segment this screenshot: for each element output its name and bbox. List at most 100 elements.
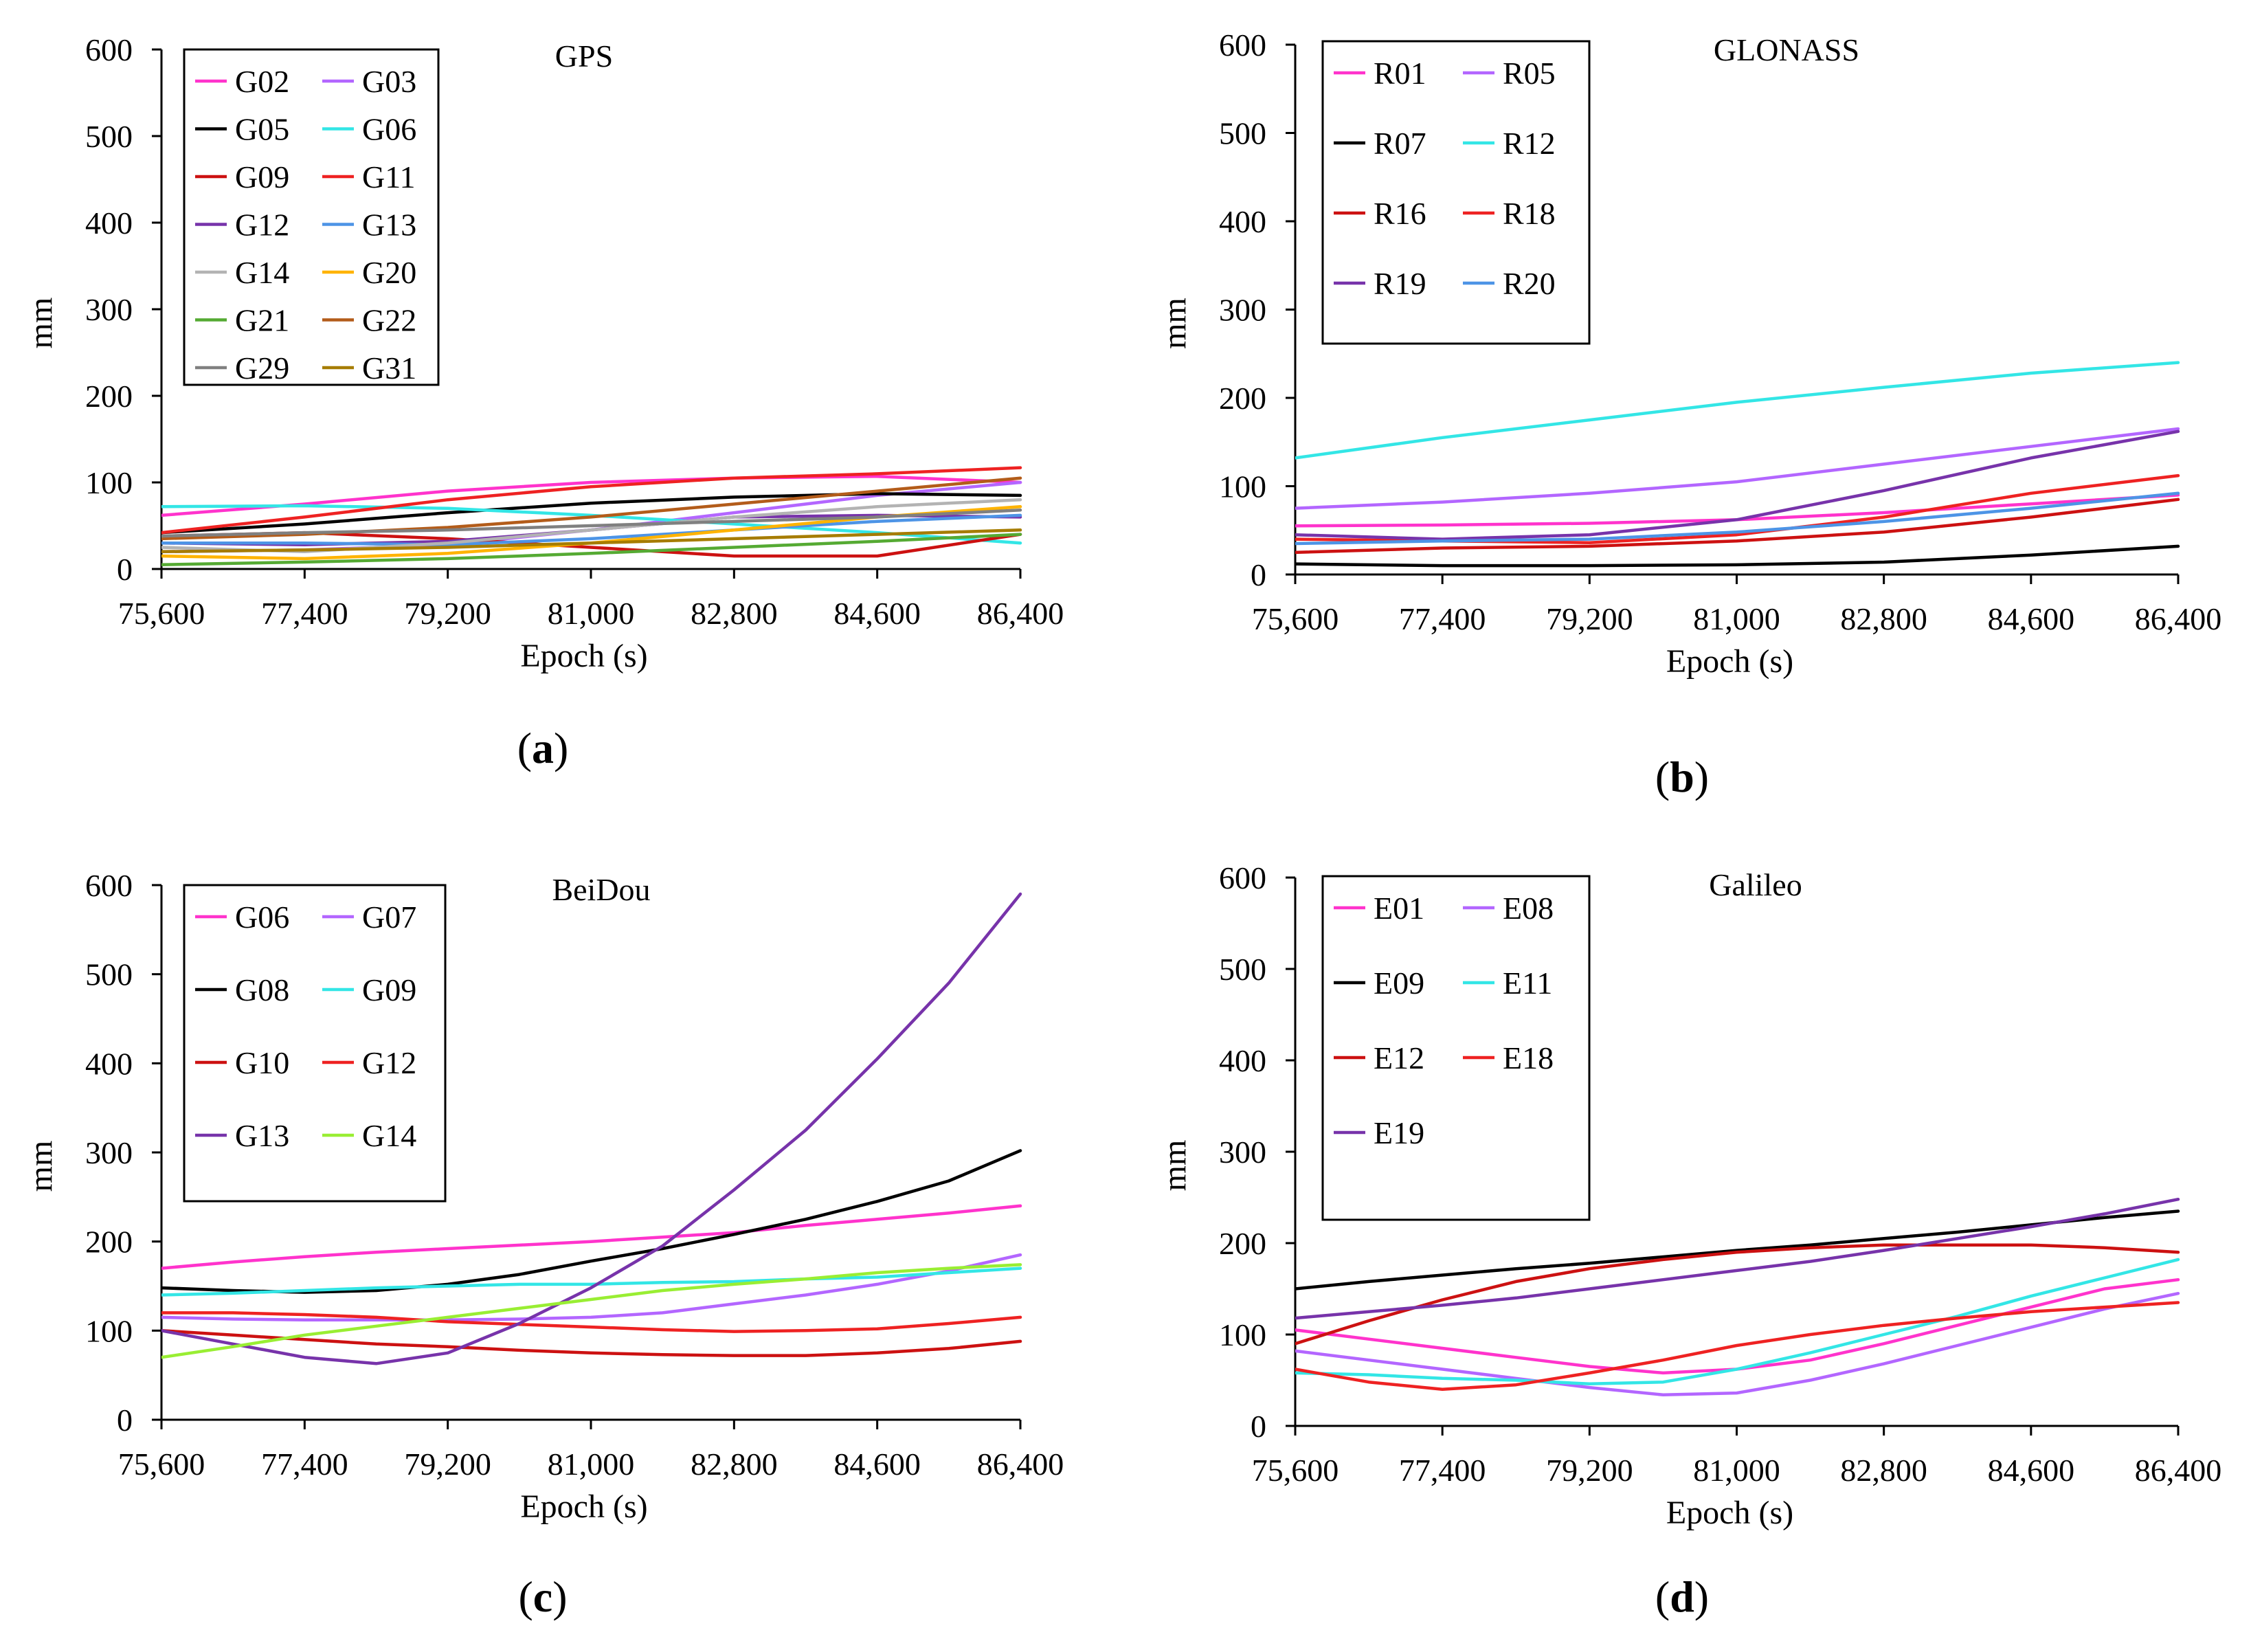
- series-line-g10: [161, 1329, 1022, 1357]
- y-tick-label: 200: [85, 1225, 133, 1260]
- y-tick-label: 200: [85, 379, 133, 414]
- y-tick-label: 500: [1219, 952, 1266, 987]
- legend-entry: G31: [362, 350, 416, 386]
- x-tick-label: 77,400: [261, 1447, 348, 1482]
- x-tick-label: 79,200: [404, 1447, 491, 1482]
- legend-entry: E11: [1503, 965, 1552, 1001]
- series-line-g13: [161, 892, 1022, 1365]
- y-tick-label: 600: [85, 868, 133, 903]
- series-line-g07: [161, 1253, 1022, 1322]
- chart-panel-a: 0 100 200 300 400 500 600 75,600 77,400 79,200 81,…: [23, 32, 1064, 772]
- caption-close-paren: ): [554, 724, 568, 772]
- x-tick-label: 77,400: [1399, 601, 1486, 636]
- caption-close-paren: ): [1694, 752, 1709, 801]
- caption-open-paren: (: [1655, 1572, 1670, 1621]
- legend-entry: E18: [1503, 1040, 1554, 1075]
- series-line-g14: [161, 1263, 1022, 1359]
- y-tick-label: 100: [1219, 1317, 1266, 1352]
- y-axis-label: mm: [23, 1141, 59, 1192]
- panel-caption: (b): [1655, 752, 1709, 801]
- series-line-r16: [1295, 498, 2180, 555]
- y-tick-label: 600: [1219, 27, 1266, 63]
- y-tick-label: 100: [1219, 469, 1266, 504]
- y-tick-label: 400: [1219, 204, 1266, 239]
- x-axis-label: Epoch (s): [1666, 643, 1793, 680]
- caption-open-paren: (: [1655, 752, 1670, 801]
- panel-caption: (d): [1655, 1572, 1709, 1621]
- x-tick-label: 82,800: [1840, 601, 1927, 636]
- legend-entry: E01: [1374, 891, 1424, 926]
- legend-entry: R01: [1374, 56, 1426, 91]
- series-line-e11: [1295, 1258, 2180, 1386]
- x-tick-label: 81,000: [548, 1447, 635, 1482]
- x-axis-label: Epoch (s): [520, 1488, 647, 1525]
- x-tick-label: 82,800: [691, 596, 778, 631]
- series-line-r19: [1295, 429, 2180, 541]
- legend-entry: G09: [235, 159, 289, 194]
- legend-box: [1321, 40, 1591, 345]
- series-line-g02: [161, 474, 1022, 517]
- series-line-g22: [161, 476, 1022, 541]
- series-line-e18: [1295, 1301, 2180, 1392]
- legend-entry: G06: [362, 112, 416, 147]
- caption-letter: d: [1670, 1572, 1694, 1621]
- series-line-g08: [161, 1149, 1022, 1294]
- x-tick-label: 81,000: [1693, 601, 1780, 636]
- legend-entry: G13: [235, 1118, 289, 1153]
- series-line-e12: [1295, 1243, 2180, 1346]
- series-line-e19: [1295, 1197, 2180, 1320]
- legend-box: [1321, 875, 1591, 1221]
- series-line-g13: [161, 513, 1022, 546]
- series-line-g12: [161, 1311, 1022, 1333]
- legend-entry: G12: [235, 208, 289, 243]
- x-tick-label: 81,000: [548, 596, 635, 631]
- series-line-g31: [161, 528, 1022, 554]
- x-tick-label: 86,400: [2135, 1453, 2222, 1488]
- legend-entry: G11: [362, 159, 416, 194]
- y-tick-label: 100: [85, 1313, 133, 1348]
- caption-open-paren: (: [517, 724, 532, 772]
- panel-caption: (c): [518, 1572, 567, 1621]
- caption-letter: b: [1670, 752, 1694, 801]
- y-tick-label: 400: [85, 1046, 133, 1081]
- series-line-g21: [161, 533, 1022, 566]
- legend-entry: E08: [1503, 891, 1554, 926]
- x-tick-label: 79,200: [404, 596, 491, 631]
- y-tick-label: 500: [85, 119, 133, 154]
- caption-close-paren: ): [552, 1572, 567, 1621]
- panel-caption: (a): [517, 724, 569, 772]
- legend-entry: G07: [362, 900, 416, 935]
- x-tick-label: 79,200: [1546, 1453, 1633, 1488]
- y-tick-label: 0: [1251, 1409, 1266, 1444]
- legend-entry: R20: [1503, 266, 1556, 301]
- y-tick-label: 0: [117, 1403, 133, 1438]
- legend-entry: E12: [1374, 1040, 1424, 1075]
- series-line-g11: [161, 466, 1022, 535]
- series-line-g09: [161, 1266, 1022, 1297]
- legend-entry: G06: [235, 900, 289, 935]
- legend-entry: G29: [235, 350, 289, 386]
- legend-entry: G13: [362, 208, 416, 243]
- y-tick-label: 400: [85, 205, 133, 241]
- y-tick-label: 300: [1219, 293, 1266, 328]
- caption-letter: a: [532, 724, 554, 772]
- legend-entry: R05: [1503, 56, 1556, 91]
- series-line-g05: [161, 492, 1022, 535]
- y-axis-label: mm: [23, 298, 59, 349]
- legend-entry: R18: [1503, 196, 1556, 231]
- legend-entry: G08: [235, 972, 289, 1007]
- chart-panel-c: 0 100 200 300 400 500 600 75,600 77,400 79,200 81,…: [23, 868, 1064, 1621]
- x-tick-label: 84,600: [1988, 1453, 2075, 1488]
- y-tick-label: 200: [1219, 1226, 1266, 1261]
- chart-panel-b: 0 100 200 300 400 500 600 75,600 77,400 79,200 81,…: [1156, 27, 2221, 801]
- y-axis-label: mm: [1156, 298, 1193, 349]
- x-tick-label: 75,600: [1252, 601, 1339, 636]
- x-tick-label: 75,600: [118, 596, 205, 631]
- legend-entry: G22: [362, 303, 416, 338]
- caption-letter: c: [533, 1572, 552, 1621]
- legend-entry: E19: [1374, 1115, 1424, 1150]
- x-tick-label: 84,600: [833, 596, 921, 631]
- x-tick-label: 79,200: [1546, 601, 1633, 636]
- series-line-g29: [161, 509, 1022, 538]
- x-axis-label: Epoch (s): [1666, 1495, 1793, 1531]
